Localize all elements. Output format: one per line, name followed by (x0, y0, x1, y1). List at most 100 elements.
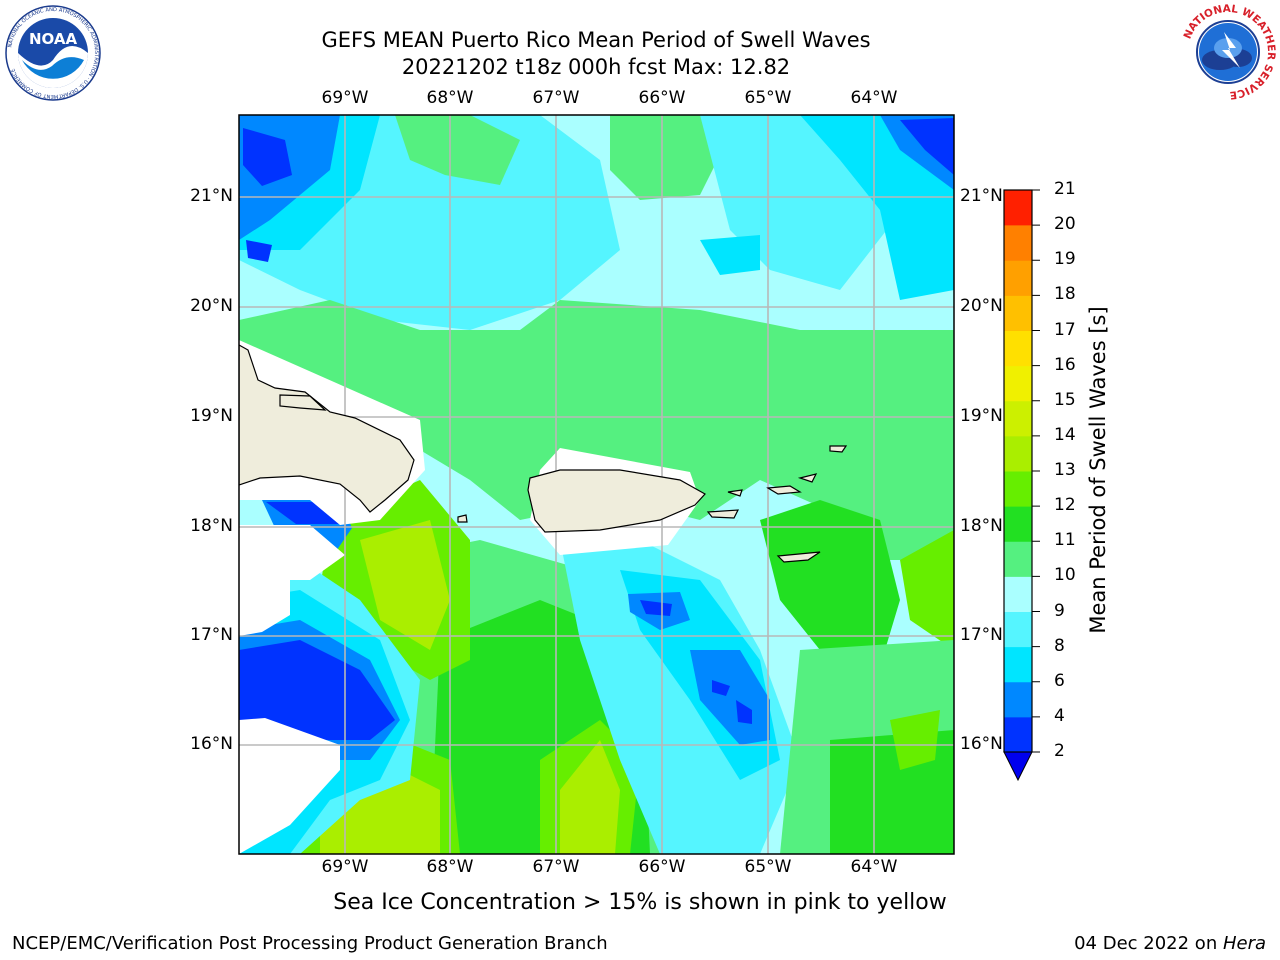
lon-label-top: 67°W (532, 88, 580, 108)
colorbar-label: 6 (1054, 670, 1065, 691)
colorbar-segment (1004, 576, 1032, 612)
colorbar-segment (1004, 681, 1032, 718)
lat-label-right: 16°N (960, 734, 1003, 754)
colorbar-label: 12 (1054, 495, 1076, 516)
colorbar-label: 15 (1054, 389, 1076, 410)
tortuga-island (279, 394, 327, 411)
lat-label-right: 20°N (960, 296, 1003, 316)
region-12s-se (890, 710, 940, 770)
no-data-west (239, 525, 345, 636)
vieques-island (706, 509, 740, 519)
lat-label-left: 17°N (190, 625, 233, 645)
footer-branch: NCEP/EMC/Verification Post Processing Pr… (12, 933, 608, 954)
anegada-island (829, 445, 848, 453)
region-13s-west (360, 520, 450, 650)
colorbar-segment (1004, 400, 1032, 437)
colorbar-label: 13 (1054, 460, 1076, 480)
colorbar-segment (1004, 365, 1032, 402)
colorbar-label: 9 (1054, 600, 1065, 621)
lon-label-bottom: 64°W (850, 857, 898, 877)
footer-host: Hera (1222, 933, 1266, 954)
colorbar-label: 16 (1054, 354, 1076, 375)
lon-label-top: 64°W (850, 88, 898, 108)
colorbar-segment (1004, 225, 1032, 261)
chart-title: GEFS MEAN Puerto Rico Mean Period of Swe… (321, 28, 871, 52)
contour-field (239, 115, 954, 854)
colorbar-title: Mean Period of Swell Waves [s] (1086, 306, 1110, 634)
colorbar-label: 19 (1054, 249, 1076, 270)
lon-label-bottom: 65°W (744, 857, 792, 877)
mona-island (457, 514, 468, 523)
region-12s-e (900, 530, 954, 650)
lon-label-bottom: 69°W (321, 857, 369, 877)
colorbar-segment (1004, 435, 1032, 472)
colorbar-segment (1004, 541, 1032, 577)
chart-subtitle: 20221202 t18z 000h fcst Max: 12.82 (401, 55, 791, 79)
culebra-island (727, 489, 743, 497)
lon-label-top: 69°W (321, 88, 369, 108)
virgin-gorda-island (797, 473, 818, 483)
colorbar-segment (1004, 295, 1032, 331)
colorbar-label: 4 (1054, 705, 1065, 726)
colorbar-label: 21 (1054, 179, 1076, 199)
st-croix-island (776, 551, 821, 563)
lat-label-right: 17°N (960, 625, 1003, 645)
sea-ice-note: Sea Ice Concentration > 15% is shown in … (333, 890, 947, 915)
colorbar-label: 11 (1054, 530, 1076, 551)
region-10s-central (239, 300, 954, 560)
puerto-rico-land (527, 469, 706, 533)
region-2s-mid (640, 600, 672, 616)
region-2s-s2 (736, 700, 752, 724)
lat-label-left: 18°N (190, 516, 233, 536)
lon-label-top: 65°W (744, 88, 792, 108)
hispaniola-land (239, 344, 415, 513)
lat-label-right: 19°N (960, 406, 1003, 426)
colorbar-segment (1004, 716, 1032, 753)
st-thomas-island (766, 485, 802, 495)
colorbar-label: 10 (1054, 565, 1076, 586)
lon-label-top: 66°W (638, 88, 686, 108)
lat-label-left: 16°N (190, 734, 233, 754)
footer-date-text: 04 Dec 2022 on (1074, 933, 1223, 954)
lon-label-bottom: 67°W (532, 857, 580, 877)
region-13s-sw (320, 770, 440, 854)
region-10s-n (395, 115, 520, 185)
nws-logo: NATIONAL WEATHER SERVICE (1181, 3, 1277, 101)
footer-date: 04 Dec 2022 on Hera (1074, 933, 1266, 954)
colorbar-label: 20 (1054, 214, 1076, 235)
lat-label-right: 18°N (960, 516, 1003, 536)
no-data-southwest (239, 718, 340, 854)
region-2s-ne (900, 118, 954, 175)
colorbar-label: 17 (1054, 319, 1076, 340)
lon-label-top: 68°W (426, 88, 474, 108)
region-2s-nw (243, 128, 292, 186)
map-frame (238, 114, 955, 855)
colorbar-label: 14 (1054, 424, 1076, 445)
colorbar (1003, 189, 1040, 782)
noaa-logo: NOAA NATIONAL OCEANIC AND ATMOSPHERIC AD… (5, 5, 101, 101)
colorbar-segment-top (1004, 190, 1032, 226)
region-2s-nw2 (246, 240, 272, 262)
region-6s-mid (700, 235, 760, 275)
colorbar-label: 8 (1054, 635, 1065, 656)
colorbar-segment (1004, 260, 1032, 296)
colorbar-segment (1004, 506, 1032, 542)
colorbar-under-extension (1003, 751, 1033, 782)
noaa-wordmark: NOAA (29, 30, 78, 48)
region-13s-s (560, 740, 620, 854)
colorbar-segment (1004, 646, 1032, 683)
lat-label-right: 21°N (960, 186, 1003, 206)
lat-label-left: 21°N (190, 186, 233, 206)
colorbar-label: 18 (1054, 284, 1076, 305)
colorbar-segment (1004, 611, 1032, 648)
colorbar-segment (1004, 330, 1032, 367)
land-masses (239, 344, 848, 563)
lon-label-bottom: 68°W (426, 857, 474, 877)
lon-label-bottom: 66°W (638, 857, 686, 877)
lat-label-left: 19°N (190, 406, 233, 426)
colorbar-label: 2 (1054, 741, 1065, 761)
lat-label-left: 20°N (190, 296, 233, 316)
colorbar-segment (1004, 471, 1032, 507)
region-2s-s1 (712, 680, 730, 696)
